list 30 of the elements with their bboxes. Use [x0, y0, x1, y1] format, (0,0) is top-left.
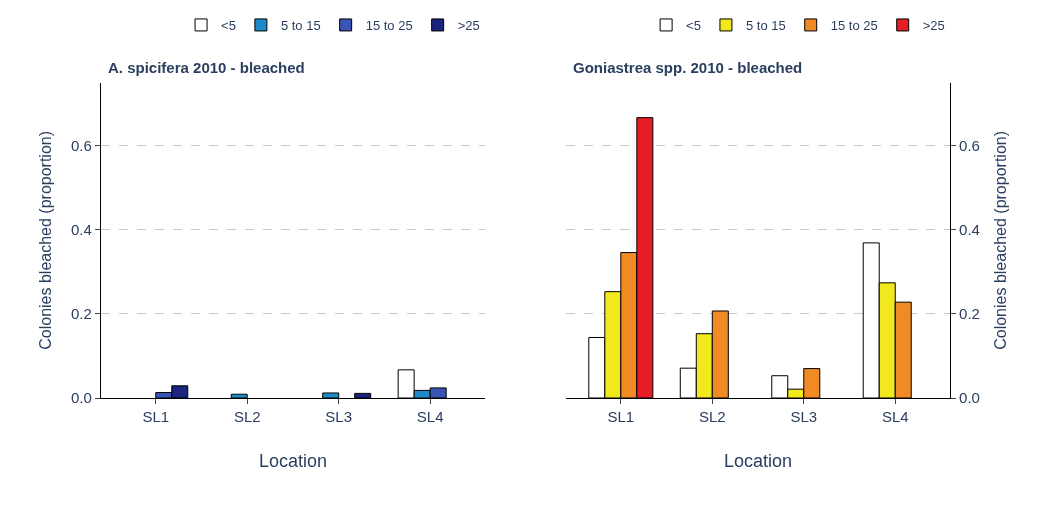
legend-label: 5 to 15 — [280, 18, 321, 34]
x-tick-label: SL3 — [325, 408, 353, 425]
y-tick-label: 0.4 — [959, 221, 980, 239]
y-tick-label: 0.0 — [959, 389, 980, 407]
x-tick-label: SL4 — [881, 408, 909, 425]
x-tick-label: SL1 — [607, 408, 635, 425]
chart-title: Goniastrea spp. 2010 - bleached — [573, 59, 803, 76]
x-tick-label: SL2 — [233, 408, 261, 425]
legend-label: 15 to 25 — [830, 18, 878, 34]
y-tick-label: 0.0 — [71, 389, 92, 407]
x-tick-label: SL1 — [142, 408, 170, 425]
y-tick-label: 0.4 — [71, 221, 92, 239]
legend-label: >25 — [922, 18, 945, 34]
legend-label: <5 — [686, 18, 701, 34]
y-axis-title: Colonies bleached (proportion) — [991, 130, 1009, 350]
chart-title: A. spicifera 2010 - bleached — [108, 59, 305, 76]
y-axis-title: Colonies bleached (proportion) — [36, 130, 54, 350]
x-axis-title: Location — [724, 451, 793, 472]
y-tick-label: 0.6 — [959, 137, 980, 155]
x-tick-label: SL4 — [416, 408, 444, 425]
y-tick-label: 0.2 — [71, 305, 92, 323]
y-tick-label: 0.6 — [71, 137, 92, 155]
legend-label: 15 to 25 — [365, 18, 413, 34]
x-axis-title: Location — [258, 451, 327, 472]
legend-label: 5 to 15 — [745, 18, 786, 34]
legend-label: >25 — [457, 18, 480, 34]
y-tick-label: 0.2 — [959, 305, 980, 323]
x-tick-label: SL3 — [790, 408, 818, 425]
x-tick-label: SL2 — [698, 408, 726, 425]
legend-label: <5 — [221, 18, 236, 34]
